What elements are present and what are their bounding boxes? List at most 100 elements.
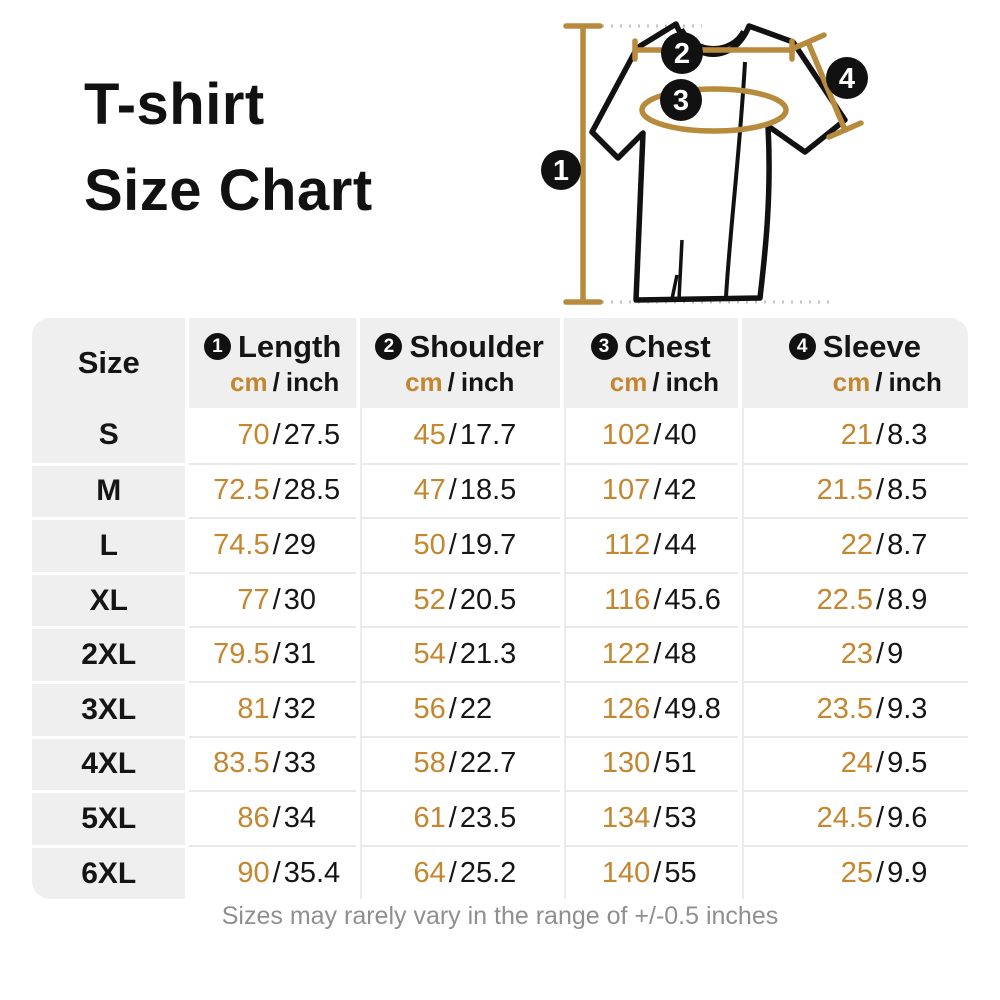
- length-cm-value: 90: [237, 856, 270, 889]
- length-value-cell: 77/30: [189, 571, 356, 627]
- chest-inch-value: 42: [664, 474, 697, 507]
- unit-cm-label: cm: [832, 366, 871, 397]
- length-value-cell: 83.5/33: [189, 735, 356, 791]
- svg-text:4: 4: [839, 63, 855, 95]
- sleeve-measure-line: [789, 32, 864, 140]
- sleeve-inch-value: 8.5: [887, 474, 928, 507]
- chest-inch-value: 49.8: [664, 692, 721, 725]
- length-inch-value: 30: [283, 583, 316, 616]
- unit-separator: /: [272, 528, 281, 561]
- shoulder-cm-value: 54: [413, 638, 446, 671]
- shoulder-inch-value: 22: [459, 692, 493, 725]
- unit-cm-label: cm: [405, 366, 443, 397]
- unit-separator: /: [876, 418, 885, 451]
- size-cell: 5XL: [32, 790, 186, 845]
- shoulder-unit-label: cm / inch: [360, 367, 560, 398]
- unit-inch-label: inch: [285, 366, 340, 397]
- sleeve-value-cell: 23/9: [741, 626, 968, 681]
- shoulder-inch-value: 21.3: [459, 638, 517, 671]
- shoulder-inch-value: 17.7: [459, 418, 517, 451]
- chest-value-cell: 134/53: [563, 790, 738, 845]
- shoulder-cm-value: 61: [413, 801, 446, 834]
- length-inch-value: 29: [283, 528, 316, 561]
- shoulder-value-cell: 56/22: [359, 680, 560, 736]
- chest-unit-label: cm / inch: [564, 367, 738, 398]
- unit-separator: /: [653, 638, 662, 671]
- unit-inch-label: inch: [460, 366, 515, 397]
- shoulder-number-badge: 2: [375, 333, 403, 360]
- unit-separator: /: [876, 747, 885, 780]
- unit-separator: /: [876, 856, 885, 889]
- table-row: 3XL 81/32 56/22 126/49.8 23.5/9.3: [32, 680, 968, 736]
- unit-separator: /: [448, 801, 457, 834]
- unit-inch-label: inch: [888, 366, 942, 397]
- svg-text:2: 2: [674, 38, 690, 70]
- unit-separator: /: [653, 747, 662, 780]
- shoulder-cm-value: 52: [413, 583, 446, 616]
- unit-separator: /: [653, 856, 662, 889]
- chest-cm-value: 122: [601, 638, 651, 671]
- length-cm-value: 86: [237, 801, 270, 834]
- sleeve-value-cell: 22/8.7: [741, 517, 968, 572]
- length-inch-value: 35.4: [283, 856, 341, 889]
- unit-separator: /: [653, 418, 662, 451]
- unit-separator: /: [448, 692, 457, 725]
- unit-separator: /: [653, 801, 662, 834]
- length-inch-value: 27.5: [283, 418, 341, 451]
- unit-separator: /: [876, 583, 885, 616]
- chest-value-cell: 102/40: [563, 408, 738, 463]
- shoulder-value-cell: 52/20.5: [359, 571, 560, 627]
- tshirt-outline: [589, 21, 848, 303]
- length-value-cell: 74.5/29: [189, 517, 356, 572]
- shoulder-cm-value: 64: [413, 856, 446, 889]
- shoulder-value-cell: 50/19.7: [359, 517, 560, 572]
- length-value-cell: 72.5/28.5: [189, 462, 356, 518]
- sleeve-value-cell: 22.5/8.9: [741, 571, 968, 627]
- unit-separator: /: [448, 474, 457, 507]
- shoulder-cm-value: 50: [413, 528, 446, 561]
- sleeve-value-cell: 21.5/8.5: [741, 462, 968, 518]
- sleeve-inch-value: 8.7: [887, 528, 928, 561]
- unit-separator: /: [875, 366, 883, 397]
- sleeve-value-cell: 25/9.9: [741, 844, 968, 900]
- sleeve-cm-value: 24.5: [816, 801, 874, 834]
- sleeve-value-cell: 24/9.5: [741, 735, 968, 791]
- sleeve-cm-value: 24: [840, 747, 874, 780]
- shoulder-inch-value: 20.5: [459, 583, 517, 616]
- shoulder-value-cell: 54/21.3: [359, 626, 560, 681]
- sleeve-inch-value: 9.6: [887, 801, 928, 834]
- sleeve-inch-value: 9: [887, 638, 904, 671]
- length-cm-value: 79.5: [213, 638, 270, 671]
- chest-inch-value: 45.6: [664, 583, 721, 616]
- chest-number-badge: 3: [590, 333, 618, 360]
- shoulder-inch-value: 19.7: [459, 528, 517, 561]
- length-value-cell: 70/27.5: [189, 408, 356, 463]
- tshirt-fold-line: [724, 61, 747, 298]
- size-label: M: [96, 474, 122, 508]
- length-inch-value: 34: [283, 801, 316, 834]
- length-inch-value: 31: [283, 638, 316, 671]
- tshirt-wrinkle-line-2: [670, 274, 679, 300]
- shoulder-inch-value: 22.7: [459, 747, 517, 780]
- page-title-line1: T-shirt: [84, 72, 265, 137]
- table-row: 2XL 79.5/31 54/21.3 122/48 23/9: [32, 626, 968, 681]
- shoulder-inch-value: 25.2: [459, 856, 517, 889]
- sleeve-value-cell: 24.5/9.6: [741, 790, 968, 845]
- shoulder-inch-value: 23.5: [459, 801, 517, 834]
- size-header-label: Size: [77, 345, 140, 380]
- length-value-cell: 90/35.4: [189, 844, 356, 900]
- unit-separator: /: [448, 418, 457, 451]
- unit-separator: /: [448, 747, 457, 780]
- page-title-line2: Size Chart: [84, 157, 373, 223]
- length-header-label: Length: [237, 328, 342, 364]
- sleeve-number-badge: 4: [788, 333, 816, 360]
- sleeve-cm-value: 22: [840, 528, 874, 561]
- chest-inch-value: 44: [664, 528, 697, 561]
- shoulder-cm-value: 56: [413, 692, 446, 725]
- size-cell: 3XL: [32, 680, 186, 736]
- measure-badge-3: 3: [660, 79, 702, 121]
- unit-cm-label: cm: [230, 366, 268, 397]
- unit-separator: /: [448, 528, 457, 561]
- shoulder-value-cell: 47/18.5: [359, 462, 560, 518]
